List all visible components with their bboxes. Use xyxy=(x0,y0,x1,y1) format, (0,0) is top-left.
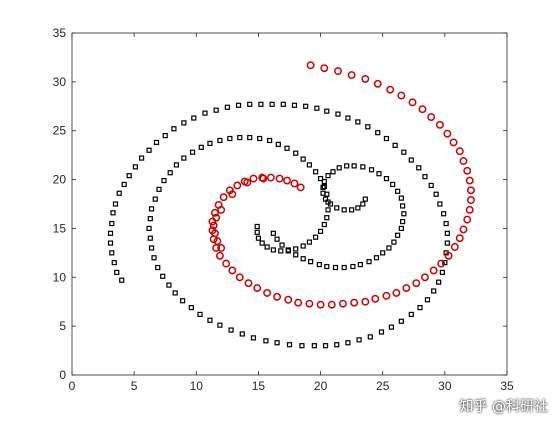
x-tick-label: 10 xyxy=(190,379,204,393)
x-tick-label: 30 xyxy=(438,379,452,393)
y-tick-label: 5 xyxy=(59,319,66,333)
y-tick-label: 0 xyxy=(59,368,66,382)
x-tick-label: 25 xyxy=(376,379,390,393)
y-tick-label: 35 xyxy=(53,26,67,40)
y-tick-label: 10 xyxy=(53,270,67,284)
watermark: 知乎 @科研社 xyxy=(460,396,548,416)
x-tick-label: 35 xyxy=(500,379,514,393)
x-tick-label: 15 xyxy=(252,379,266,393)
x-tick-label: 20 xyxy=(314,379,328,393)
y-tick-label: 20 xyxy=(53,173,67,187)
x-tick-label: 5 xyxy=(131,379,138,393)
y-tick-label: 25 xyxy=(53,124,67,138)
y-tick-label: 15 xyxy=(53,221,67,235)
x-tick-label: 0 xyxy=(69,379,76,393)
y-tick-label: 30 xyxy=(53,75,67,89)
